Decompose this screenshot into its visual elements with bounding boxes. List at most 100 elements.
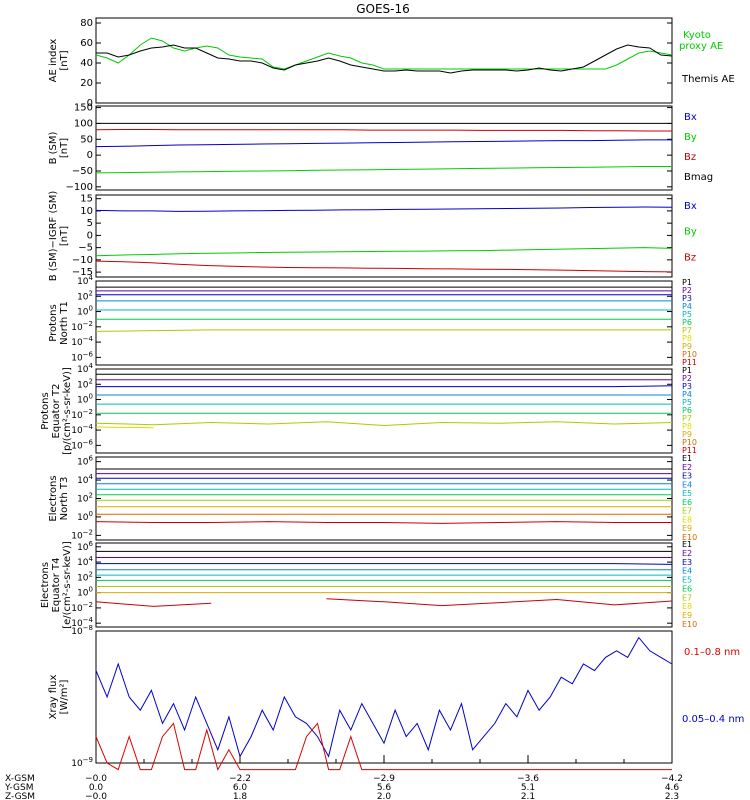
- x-column-value: 5.6: [377, 783, 392, 793]
- channel-label-p2: P2: [682, 286, 692, 295]
- x-column-value: −0.0: [85, 792, 107, 800]
- channel-label-e1: E1: [682, 454, 692, 463]
- series-line-e10: [95, 598, 673, 607]
- legend-label: Bx: [684, 201, 697, 212]
- channel-label-e2: E2: [682, 463, 692, 472]
- x-column-value: 1.8: [233, 792, 248, 800]
- panel-5: 10−6 10−4 10−2 100 102 104 Protons Equator T2 [p…: [40, 362, 697, 455]
- channel-label-p5: P5: [682, 398, 692, 407]
- panel-frame: [95, 280, 673, 366]
- series-line-p7: [95, 421, 673, 427]
- y-tick-exponent: 0: [89, 510, 93, 518]
- y-tick-label: 15: [80, 194, 93, 205]
- channel-label-e7: E7: [682, 593, 692, 602]
- channel-label-e6: E6: [682, 584, 692, 593]
- x-column-value: 4.6: [665, 783, 680, 793]
- channel-label-p5: P5: [682, 310, 692, 319]
- y-tick-exponent: −2: [83, 528, 93, 536]
- y-axis-label: [nT]: [59, 138, 70, 158]
- channel-label-e8: E8: [682, 515, 692, 524]
- x-row-label: Z-GSM: [5, 792, 35, 800]
- channel-label-p4: P4: [682, 390, 692, 399]
- y-tick-label: 102: [77, 289, 93, 302]
- y-axis-label: Equator T4: [51, 558, 62, 613]
- y-tick-label: 150: [74, 103, 93, 114]
- channel-label-p10: P10: [682, 350, 697, 359]
- y-tick-exponent: −4: [83, 616, 94, 624]
- legend-label: By: [684, 227, 697, 238]
- y-tick-exponent: −2: [83, 320, 93, 328]
- panel-2: −100 −50 0 50 100 150 B (SM) [nT] Bx By Bz Bmag: [48, 103, 713, 193]
- y-tick-label: 0: [87, 98, 93, 109]
- channel-label-e3: E3: [682, 472, 692, 481]
- y-axis-label: [nT]: [59, 226, 70, 246]
- y-tick-label: 100: [77, 586, 93, 599]
- y-tick-exponent: −6: [83, 438, 94, 446]
- channel-label-p7: P7: [682, 326, 692, 335]
- series-line-bz: [95, 129, 672, 132]
- y-tick-exponent: 6: [89, 540, 94, 548]
- y-tick-label: 60: [80, 38, 93, 49]
- channel-label-e9: E9: [682, 524, 692, 533]
- x-column-value: −3.6: [517, 774, 539, 784]
- channel-label-e8: E8: [682, 602, 692, 611]
- y-tick-label: 5: [87, 218, 93, 229]
- y-tick-exponent: 0: [89, 393, 93, 401]
- y-tick-label: 80: [80, 18, 93, 29]
- y-tick-label: 106: [77, 540, 93, 553]
- channel-label-p9: P9: [682, 342, 692, 351]
- figure-title: GOES-16: [356, 2, 410, 16]
- panel-frame: [95, 368, 673, 454]
- y-tick-label: 100: [77, 305, 93, 318]
- panel-frame: [95, 105, 673, 191]
- y-tick-label: −100: [66, 182, 93, 193]
- channel-label-e2: E2: [682, 549, 692, 558]
- channel-label-p3: P3: [682, 294, 692, 303]
- legend-label: Bz: [684, 152, 696, 163]
- y-axis-label: Protons: [40, 392, 51, 429]
- channel-label-p2: P2: [682, 374, 692, 383]
- x-column-value: 2.0: [377, 792, 392, 800]
- y-axis-label: [p/(cm²-s-sr-keV)]: [62, 367, 73, 455]
- x-column-value: −0.0: [85, 774, 107, 784]
- series-line-kyoto-proxy-ae: [95, 37, 673, 70]
- channel-label-e9: E9: [682, 611, 692, 620]
- channel-label-p1: P1: [682, 278, 692, 287]
- channel-label-e5: E5: [682, 489, 692, 498]
- y-tick-label: 10−2: [71, 320, 93, 333]
- legend-label: proxy AE: [679, 41, 723, 52]
- channel-label-p11: P11: [682, 358, 697, 367]
- y-tick-exponent: −6: [83, 350, 94, 358]
- y-axis-label: [nT]: [59, 50, 70, 70]
- y-tick-label: −15: [72, 267, 93, 278]
- channel-label-e6: E6: [682, 498, 692, 507]
- series-line-p3: [96, 385, 673, 388]
- y-tick-label: 100: [77, 393, 93, 406]
- panel-frame: [95, 542, 673, 628]
- series-line-0-05-0-4-nm: [95, 636, 673, 758]
- y-tick-exponent: 0: [89, 586, 93, 594]
- y-axis-label: AE index: [48, 39, 59, 83]
- x-column-value: 5.1: [521, 783, 535, 793]
- y-tick-exponent: 4: [89, 362, 94, 370]
- y-axis-label: Protons: [48, 304, 59, 341]
- y-tick-exponent: −2: [83, 408, 93, 416]
- y-tick-label: −5: [78, 243, 93, 254]
- y-tick-exponent: 4: [89, 274, 94, 282]
- y-tick-label: 10−2: [71, 601, 93, 614]
- series-line-by: [95, 166, 672, 174]
- y-tick-exponent: −2: [83, 601, 93, 609]
- channel-label-p8: P8: [682, 334, 692, 343]
- y-tick-label: 10−4: [71, 423, 93, 436]
- y-tick-label: 100: [77, 510, 93, 523]
- channel-label-p4: P4: [682, 302, 692, 311]
- y-tick-exponent: −4: [83, 335, 94, 343]
- channel-label-e10: E10: [682, 620, 697, 629]
- x-row-label: X-GSM: [5, 774, 35, 784]
